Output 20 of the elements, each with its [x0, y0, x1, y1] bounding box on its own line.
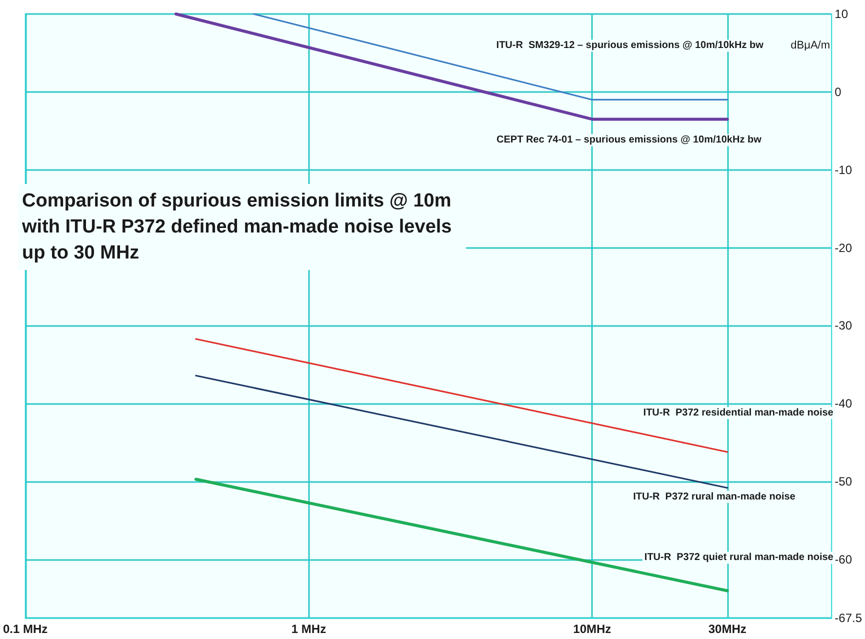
- series-label: ITU-R P372 residential man-made noise: [643, 407, 834, 418]
- y-tick-label: -20: [834, 240, 852, 255]
- y-tick-label: -10: [834, 162, 852, 177]
- y-tick-label: -50: [834, 474, 852, 489]
- x-tick-label: 10MHz: [573, 622, 612, 636]
- y-tick-label: 10: [834, 7, 848, 21]
- y-tick-label: -67.5: [834, 611, 862, 625]
- x-tick-label: 1 MHz: [291, 622, 326, 636]
- y-axis-title: dBμA/m: [790, 40, 830, 52]
- y-tick-label: -40: [834, 396, 852, 411]
- y-tick-label: -30: [834, 318, 852, 333]
- x-tick-label: 0.1 MHz: [2, 622, 48, 636]
- series-label: ITU-R P372 quiet rural man-made noise: [644, 552, 834, 564]
- series-label: ITU-R P372 rural man-made noise: [633, 491, 796, 502]
- text: CEPT Rec 74-01 – spurious emissions @ 10m/10kHz bw: [496, 134, 762, 146]
- y-tick-label: -60: [834, 552, 852, 567]
- text: ITU-R SM329-12 – spurious emissions @ 10m/10kHz bw: [496, 40, 764, 52]
- y-tick-label: 0: [834, 84, 842, 99]
- x-tick-label: 30MHz: [708, 622, 746, 636]
- text: Comparison of spurious emission limits @ 10m with ITU-R P372 defined man-made noise levels up to 30 MHz: [21, 190, 458, 264]
